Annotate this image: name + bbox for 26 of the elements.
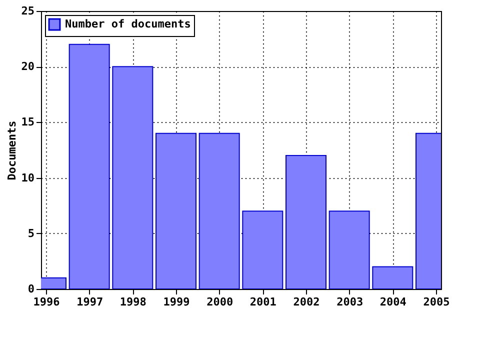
bar: [372, 266, 414, 289]
y-tick-label: 10: [21, 171, 34, 184]
x-tick-label: 1998: [120, 296, 146, 308]
y-tick-label: 15: [21, 116, 34, 129]
x-tick-label: 1996: [33, 296, 60, 308]
y-axis-title: Documents: [5, 120, 18, 180]
bar: [198, 132, 240, 289]
x-tick-label: 2002: [293, 296, 320, 308]
y-tick-label: 0: [28, 282, 34, 296]
x-tick-label: 2003: [336, 296, 364, 308]
y-tick-label: 25: [21, 4, 34, 18]
legend-label: Number of documents: [65, 18, 191, 30]
bar: [242, 210, 284, 289]
x-tick-label: 1999: [163, 296, 190, 308]
x-tick-label: 2005: [423, 296, 450, 308]
x-tick-label: 2000: [206, 296, 234, 308]
bar: [112, 66, 154, 289]
y-tick-label: 5: [28, 226, 34, 240]
x-tick-label: 1997: [76, 296, 104, 308]
x-tick-label: 2001: [250, 296, 277, 308]
bar: [68, 44, 110, 289]
bar: [328, 210, 370, 289]
y-tick-label: 20: [21, 60, 34, 74]
bar: [286, 155, 326, 289]
x-tick-label: 2004: [380, 296, 407, 308]
bar: [156, 132, 196, 289]
